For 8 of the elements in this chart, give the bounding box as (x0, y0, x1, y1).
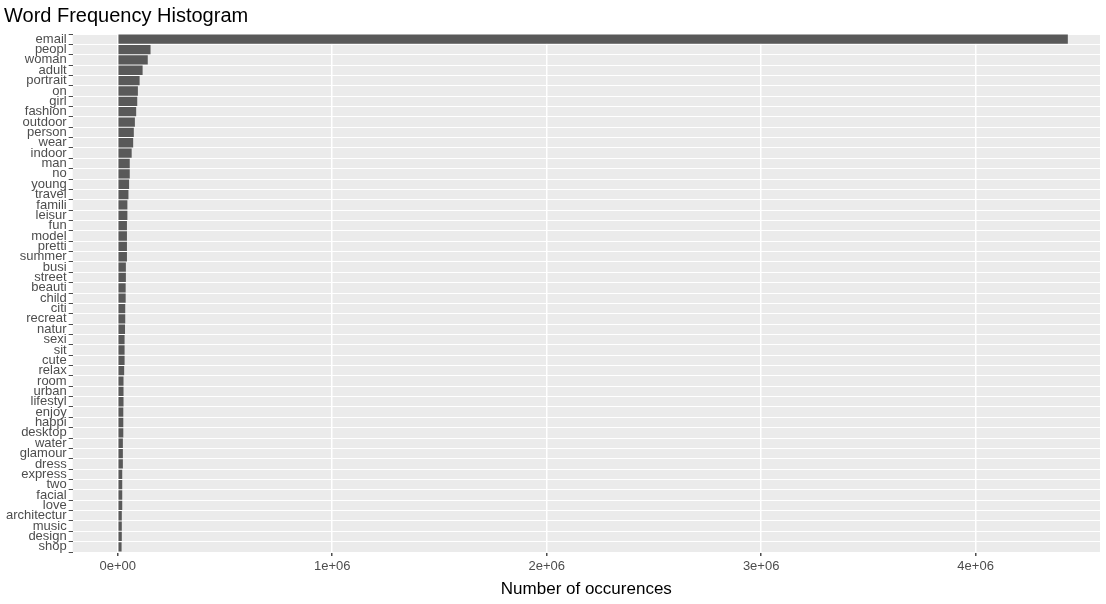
x-tick-label: 3e+06 (742, 558, 780, 574)
x-tick-label: 4e+06 (957, 558, 994, 574)
x-tick-label: 0e+00 (99, 558, 136, 574)
chart-title: Word Frequency Histogram (4, 3, 249, 26)
y-tick-label: glamour (19, 445, 68, 461)
x-axis-title: Number of occurences (500, 579, 672, 599)
x-tick-label: 1e+06 (313, 558, 351, 574)
x-tick-label: 2e+06 (528, 558, 565, 574)
